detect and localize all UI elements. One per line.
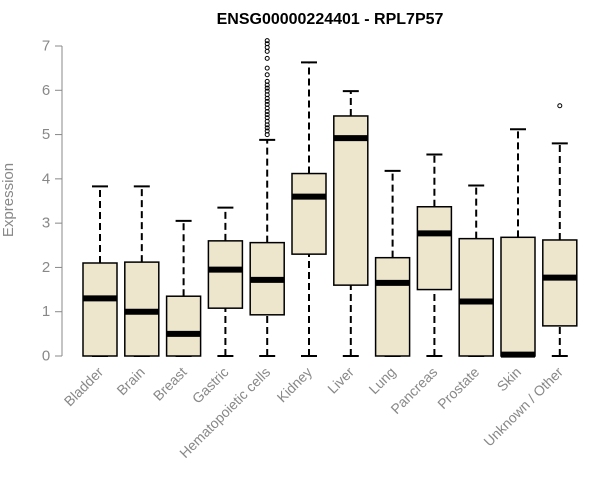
outlier-point	[264, 128, 270, 134]
box-iqr	[333, 115, 369, 286]
y-tick-label-5: 5	[42, 126, 50, 143]
chart-title: ENSG00000224401 - RPL7P57	[217, 11, 444, 28]
outlier-point	[264, 101, 270, 107]
box-iqr	[416, 206, 453, 291]
box-iqr	[500, 236, 536, 357]
x-tick-label: Unknown / Other	[480, 364, 566, 450]
outlier-point	[264, 98, 270, 104]
box-iqr	[458, 237, 494, 357]
box-pancreas	[416, 153, 453, 357]
outlier-point	[264, 65, 270, 71]
x-tick-label: Brain	[113, 364, 147, 398]
y-tick-label-2: 2	[42, 259, 50, 276]
box-prostate	[458, 184, 494, 357]
x-tick-label: Breast	[150, 364, 190, 404]
box-skin	[500, 128, 536, 358]
y-axis-label: Expression	[0, 163, 17, 237]
outlier-point	[264, 88, 270, 94]
y-tick-label-1: 1	[42, 303, 50, 320]
box-kidney	[291, 61, 327, 357]
outlier-point	[264, 38, 270, 44]
y-tick-label-6: 6	[42, 82, 50, 99]
box-unknown-other	[542, 103, 578, 357]
box-breast	[165, 219, 202, 357]
y-axis: 0 1 2 3 4 5 6 7	[42, 38, 63, 365]
box-brain	[124, 185, 160, 357]
box-bladder	[82, 185, 118, 357]
box-iqr	[374, 256, 411, 357]
x-tick-label: Kidney	[274, 364, 316, 406]
box-iqr	[542, 239, 578, 327]
box-lung	[374, 169, 411, 357]
boxplots	[82, 38, 578, 358]
box-iqr	[165, 295, 202, 357]
x-tick-label: Lung	[365, 364, 398, 397]
box-hematopoietic-cells	[249, 38, 285, 357]
outlier-point	[264, 115, 270, 121]
box-gastric	[207, 206, 244, 357]
y-tick-label-3: 3	[42, 215, 50, 232]
outlier-point	[264, 85, 270, 91]
outlier-point	[264, 48, 270, 54]
x-tick-label: Prostate	[434, 364, 482, 412]
y-tick-label-0: 0	[42, 348, 50, 365]
y-tick-label-4: 4	[42, 170, 50, 187]
box-iqr	[82, 262, 118, 357]
y-tick-label-7: 7	[42, 38, 50, 55]
outlier-point	[264, 78, 270, 84]
outlier-point	[557, 103, 563, 109]
x-tick-label: Skin	[494, 364, 525, 395]
outlier-point	[264, 112, 270, 118]
box-iqr	[207, 240, 244, 309]
outlier-point	[264, 72, 270, 78]
x-tick-label: Liver	[324, 364, 357, 397]
outlier-point	[264, 125, 270, 131]
outlier-point	[264, 55, 270, 61]
box-liver	[333, 90, 369, 357]
outlier-point	[264, 41, 270, 47]
x-tick-label: Bladder	[61, 364, 107, 410]
box-iqr	[291, 172, 327, 255]
